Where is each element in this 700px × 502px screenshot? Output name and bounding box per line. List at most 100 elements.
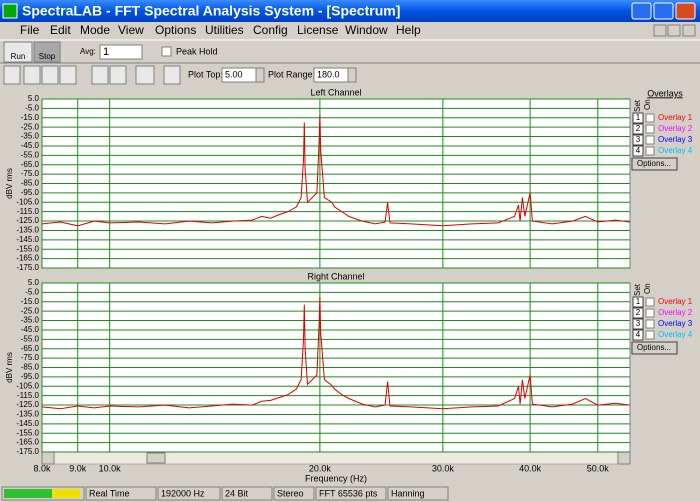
overlay-number: 1 bbox=[636, 113, 641, 122]
x-tick-label: 20.0k bbox=[309, 463, 332, 473]
spinner[interactable] bbox=[347, 67, 357, 83]
minimize-button[interactable] bbox=[631, 2, 652, 20]
octave-tool[interactable] bbox=[23, 65, 41, 85]
overlay-set-button[interactable] bbox=[632, 318, 644, 330]
overlay-label: Overlay 2 bbox=[658, 308, 693, 317]
menu-item[interactable]: Utilities bbox=[205, 23, 244, 37]
y-axis-label: dBV rms bbox=[5, 168, 14, 199]
overlay-set-button[interactable] bbox=[632, 134, 644, 146]
menu-item[interactable]: Help bbox=[396, 23, 421, 37]
avg-select[interactable] bbox=[99, 44, 143, 60]
set-label: Set bbox=[633, 283, 642, 296]
overlay-label: Overlay 1 bbox=[658, 297, 693, 306]
y-tick-label: -5.0 bbox=[25, 103, 39, 112]
x-axis-label: Frequency (Hz) bbox=[305, 473, 367, 483]
overlay-label: Overlay 2 bbox=[658, 124, 693, 133]
octave-tool[interactable] bbox=[41, 65, 59, 85]
zoom-tool[interactable] bbox=[3, 65, 21, 85]
mdi-minimize[interactable] bbox=[653, 24, 667, 37]
plot-range-value: 180.0 bbox=[317, 69, 340, 79]
status-text: 192000 Hz bbox=[161, 488, 205, 498]
bar-view-tool[interactable] bbox=[109, 65, 127, 85]
menu-item[interactable]: View bbox=[118, 23, 144, 37]
avg-label: Avg: bbox=[80, 47, 96, 56]
close-button[interactable] bbox=[675, 2, 696, 20]
line-view-tool[interactable] bbox=[91, 65, 109, 85]
menu-item[interactable]: Options bbox=[155, 23, 196, 37]
status-panel bbox=[157, 486, 221, 501]
y-tick-label: -5.0 bbox=[25, 287, 39, 296]
overlay-set-button[interactable] bbox=[632, 296, 644, 308]
marker-tool[interactable] bbox=[163, 65, 181, 85]
plot-top-value: 5.00 bbox=[225, 69, 243, 79]
spinner[interactable] bbox=[255, 67, 265, 83]
y-tick-label: -115.0 bbox=[17, 391, 40, 400]
scroll-left[interactable] bbox=[41, 451, 55, 465]
channel-header bbox=[42, 87, 630, 98]
y-tick-label: -75.0 bbox=[21, 353, 40, 362]
y-tick-label: -85.0 bbox=[21, 363, 40, 372]
overlay-number: 4 bbox=[636, 146, 641, 155]
window-title: SpectraLAB - FFT Spectral Analysis Syste… bbox=[22, 3, 400, 19]
status-text: Real Time bbox=[89, 488, 130, 498]
overlay-checkbox[interactable] bbox=[645, 146, 655, 156]
y-tick-label: -125.0 bbox=[16, 216, 39, 225]
y-tick-label: -145.0 bbox=[16, 419, 39, 428]
mdi-restore[interactable] bbox=[667, 24, 681, 37]
menu-item[interactable]: File bbox=[20, 23, 40, 37]
scroll-thumb[interactable] bbox=[146, 452, 166, 464]
table-tool[interactable] bbox=[135, 65, 155, 85]
x-tick-label: 30.0k bbox=[432, 463, 455, 473]
tool-icons bbox=[3, 65, 181, 85]
plot-range-label: Plot Range: bbox=[268, 69, 315, 79]
status-panel bbox=[273, 486, 315, 501]
y-tick-label: -25.0 bbox=[21, 122, 40, 131]
y-tick-label: -35.0 bbox=[21, 316, 40, 325]
overlay-checkbox[interactable] bbox=[645, 124, 655, 134]
run-button[interactable] bbox=[3, 41, 33, 63]
overlay-set-button[interactable] bbox=[632, 145, 644, 157]
y-tick-label: -155.0 bbox=[16, 428, 39, 437]
overlay-set-button[interactable] bbox=[632, 112, 644, 124]
menu-item[interactable]: Mode bbox=[80, 23, 110, 37]
on-label: On bbox=[643, 283, 652, 294]
overlay-set-button[interactable] bbox=[632, 307, 644, 319]
menu-item[interactable]: License bbox=[297, 23, 339, 37]
overlay-checkbox[interactable] bbox=[645, 308, 655, 318]
y-tick-label: -165.0 bbox=[16, 254, 39, 263]
options-button[interactable] bbox=[631, 341, 678, 355]
overlay-checkbox[interactable] bbox=[645, 135, 655, 145]
status-bar bbox=[1, 486, 85, 501]
scroll-right[interactable] bbox=[617, 451, 631, 465]
y-tick-label: 5.0 bbox=[28, 278, 40, 287]
menu-item[interactable]: Window bbox=[345, 23, 388, 37]
overlay-checkbox[interactable] bbox=[645, 319, 655, 329]
y-tick-label: -155.0 bbox=[16, 244, 39, 253]
overlay-label: Overlay 3 bbox=[658, 319, 693, 328]
status-panel bbox=[387, 486, 449, 501]
status-text: FFT 65536 pts bbox=[319, 488, 378, 498]
chart-title: Left Channel bbox=[310, 87, 361, 97]
overlay-checkbox[interactable] bbox=[645, 330, 655, 340]
peak-hold-checkbox[interactable] bbox=[161, 46, 172, 57]
peak-hold-label: Peak Hold bbox=[176, 46, 218, 56]
menu-item[interactable]: Config bbox=[253, 23, 288, 37]
overlay-number: 4 bbox=[636, 330, 641, 339]
meter-green bbox=[4, 489, 52, 498]
overlay-label: Overlay 3 bbox=[658, 135, 693, 144]
stop-button[interactable] bbox=[33, 41, 61, 63]
overlay-checkbox[interactable] bbox=[645, 297, 655, 307]
overlay-set-button[interactable] bbox=[632, 123, 644, 135]
y-tick-label: -115.0 bbox=[17, 207, 40, 216]
mdi-close[interactable] bbox=[682, 24, 696, 37]
scrollbar[interactable] bbox=[41, 451, 631, 465]
overlay-set-button[interactable] bbox=[632, 329, 644, 341]
y-tick-label: -25.0 bbox=[21, 306, 40, 315]
options-button[interactable] bbox=[631, 157, 678, 171]
menu-item[interactable]: Edit bbox=[50, 23, 71, 37]
octave-tool[interactable] bbox=[59, 65, 77, 85]
x-tick-label: 40.0k bbox=[519, 463, 542, 473]
maximize-button[interactable] bbox=[653, 2, 674, 20]
overlay-checkbox[interactable] bbox=[645, 113, 655, 123]
set-label: Set bbox=[633, 99, 642, 112]
